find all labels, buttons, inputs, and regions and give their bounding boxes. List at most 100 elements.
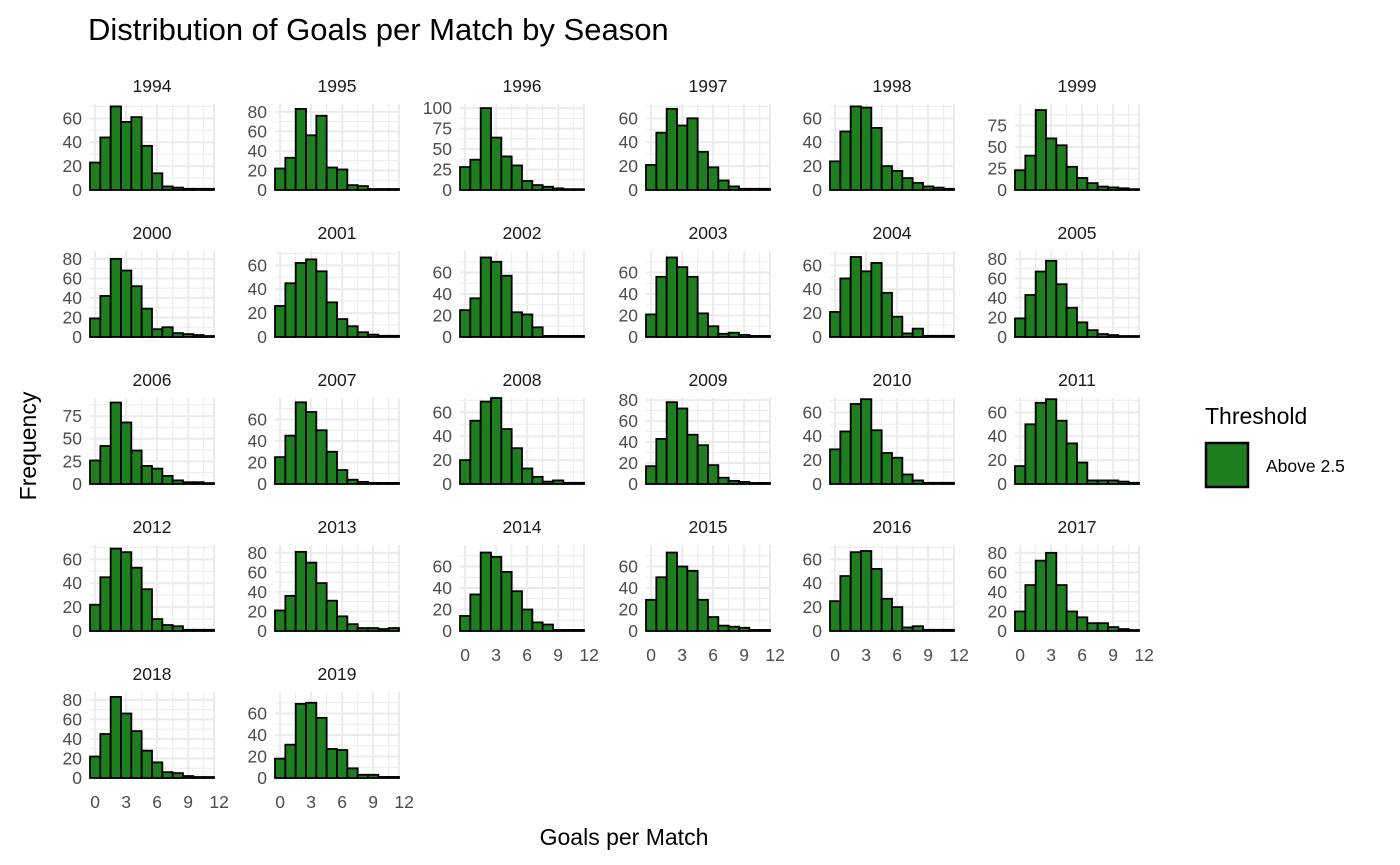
histogram-bar (459, 309, 472, 338)
histogram-bar (901, 332, 914, 338)
histogram-bar (880, 597, 893, 632)
x-tick-label: 12 (765, 645, 784, 665)
histogram-bar (932, 186, 945, 191)
histogram-bar (676, 565, 689, 632)
x-tick-label: 0 (275, 792, 285, 812)
histogram-bar (500, 428, 513, 485)
histogram-bar (130, 449, 143, 485)
histogram-bar (870, 567, 883, 632)
histogram-bar (1065, 610, 1078, 632)
histogram-bar (870, 429, 883, 485)
histogram-bar (922, 481, 935, 485)
histogram-bar (1014, 169, 1027, 191)
histogram-bar (315, 429, 328, 485)
histogram-bar (89, 755, 102, 779)
facet-panel-2012: 2012 0 20 40 60 (63, 517, 215, 641)
histogram-bar (655, 576, 668, 632)
x-tick-label: 9 (923, 645, 933, 665)
histogram-bar (531, 326, 544, 338)
histogram-bar (171, 772, 184, 779)
histogram-bar (696, 444, 709, 485)
histogram-bar (572, 481, 585, 485)
histogram-bar (367, 627, 380, 632)
y-tick-label: 60 (803, 549, 823, 569)
histogram-bar (562, 335, 575, 338)
histogram-bar (469, 593, 482, 632)
y-tick-label: 80 (988, 543, 1008, 563)
histogram-bar (727, 479, 740, 485)
histogram-bar (572, 629, 585, 632)
histogram-bar (738, 626, 751, 632)
histogram-bar (367, 188, 380, 191)
histogram-bar (717, 476, 730, 485)
y-tick-label: 0 (257, 327, 267, 347)
y-tick-label: 60 (433, 557, 453, 577)
y-tick-label: 60 (63, 268, 83, 288)
histogram-bar (727, 331, 740, 338)
histogram-bar (891, 169, 904, 191)
histogram-bar (758, 187, 771, 191)
y-tick-label: 75 (433, 119, 452, 139)
y-tick-label: 20 (433, 450, 453, 470)
histogram-bar (305, 134, 318, 191)
histogram-bar (284, 156, 297, 191)
y-tick-label: 60 (248, 704, 268, 724)
histogram-bar (305, 258, 318, 338)
histogram-bar (707, 464, 720, 485)
y-tick-label: 40 (988, 288, 1008, 308)
x-tick-label: 3 (306, 792, 316, 812)
histogram-bar (676, 124, 689, 191)
y-tick-label: 20 (433, 306, 453, 326)
facet-strip-label: 2003 (689, 223, 728, 243)
histogram-bar (1045, 259, 1058, 338)
histogram-bar (1086, 182, 1099, 191)
histogram-bar (89, 603, 102, 632)
histogram-bar (367, 482, 380, 485)
histogram-bar (891, 456, 904, 485)
y-tick-label: 20 (63, 156, 83, 176)
histogram-bar (531, 475, 544, 485)
y-tick-label: 60 (248, 562, 268, 582)
histogram-bar (202, 335, 215, 338)
y-tick-label: 40 (803, 279, 823, 299)
x-tick-label: 6 (892, 645, 902, 665)
y-tick-label: 0 (442, 474, 452, 494)
y-tick-label: 0 (72, 621, 82, 641)
histogram-bar (1096, 622, 1109, 632)
histogram-bar (860, 398, 873, 485)
histogram-bar (880, 291, 893, 338)
histogram-bar (829, 311, 842, 338)
facet-strip-label: 2016 (873, 517, 912, 537)
legend-key-swatch (1204, 441, 1250, 489)
y-tick-label: 40 (248, 725, 268, 745)
x-tick-label: 12 (209, 792, 228, 812)
histogram-bar (1076, 321, 1089, 338)
y-tick-label: 60 (248, 255, 268, 275)
histogram-bar (356, 185, 369, 191)
facet-panel-2008: 2008 0 20 40 60 (433, 370, 585, 494)
y-tick-label: 60 (619, 557, 639, 577)
histogram-bar (140, 144, 153, 191)
x-tick-label: 6 (708, 645, 718, 665)
histogram-bar (377, 188, 390, 191)
y-tick-label: 50 (63, 429, 83, 449)
x-tick-label: 6 (152, 792, 162, 812)
histogram-bar (1055, 584, 1068, 632)
histogram-bar (510, 164, 523, 191)
y-tick-label: 20 (248, 601, 268, 621)
y-tick-label: 0 (257, 180, 267, 200)
histogram-bar (922, 185, 935, 191)
histogram-bar (202, 187, 215, 191)
facet-strip-label: 2019 (318, 664, 357, 684)
histogram-bar (305, 701, 318, 779)
histogram-bar (829, 160, 842, 191)
x-tick-label: 3 (491, 645, 501, 665)
histogram-bar (1117, 187, 1130, 191)
y-tick-label: 80 (619, 390, 639, 410)
legend-title: Threshold (1205, 403, 1307, 429)
histogram-bar (151, 328, 164, 338)
histogram-bar (1107, 186, 1120, 191)
histogram-bar (274, 456, 287, 485)
